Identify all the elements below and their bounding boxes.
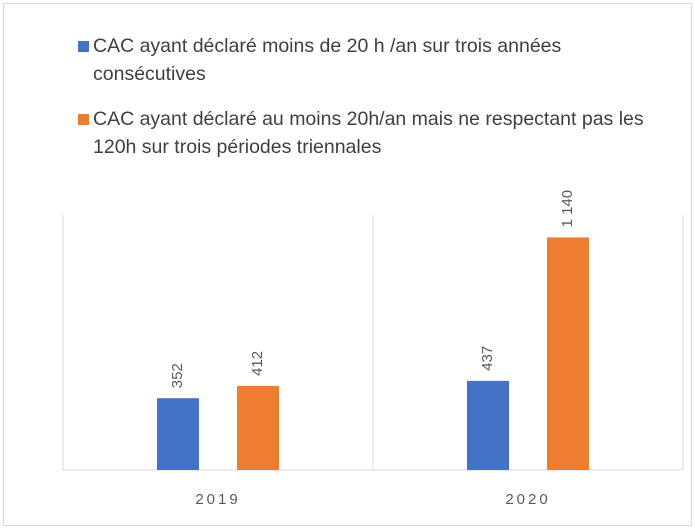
bar <box>237 385 279 470</box>
legend-entry: CAC ayant déclaré au moins 20h/an mais n… <box>78 105 658 161</box>
legend: CAC ayant déclaré moins de 20 h /an sur … <box>78 32 658 178</box>
data-label: 412 <box>249 351 266 376</box>
data-label: 1 140 <box>559 190 576 228</box>
x-tick-label: 2020 <box>505 491 550 508</box>
legend-label: CAC ayant déclaré au moins 20h/an mais n… <box>93 108 644 158</box>
x-tick-label: 2019 <box>195 491 240 508</box>
chart-border <box>3 3 692 526</box>
bar <box>157 398 199 470</box>
legend-label: CAC ayant déclaré moins de 20 h /an sur … <box>93 35 562 85</box>
bar <box>547 237 589 470</box>
data-label: 437 <box>479 346 496 371</box>
bar <box>467 380 509 470</box>
data-label: 352 <box>169 363 186 388</box>
legend-swatch <box>78 41 89 52</box>
legend-entry: CAC ayant déclaré moins de 20 h /an sur … <box>78 32 658 88</box>
legend-swatch <box>78 114 89 125</box>
